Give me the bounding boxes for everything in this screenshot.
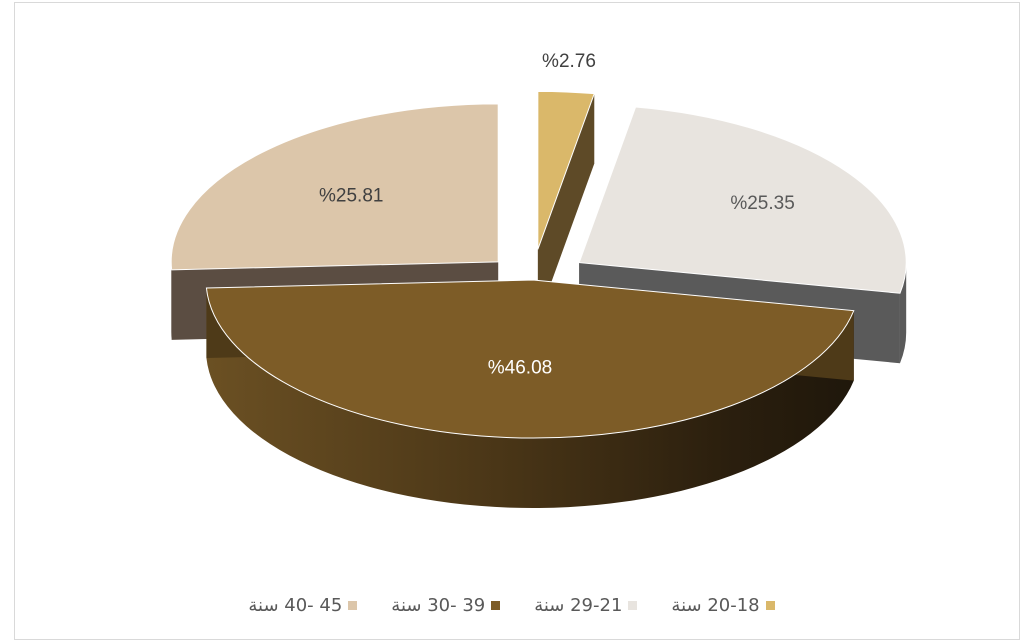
data-label-30-39: %46.08 — [488, 358, 552, 379]
legend: 20-18 سنة 29-21 سنة 39 -30 سنة 45 -40 سن… — [0, 590, 1023, 620]
legend-label-21-29: 29-21 سنة — [534, 595, 622, 616]
data-label-18-20: %2.76 — [542, 51, 596, 72]
legend-label-18-20: 20-18 سنة — [671, 595, 759, 616]
legend-swatch-18-20 — [766, 601, 775, 610]
legend-item-40-45: 45 -40 سنة — [248, 595, 357, 616]
legend-label-30-39: 39 -30 سنة — [391, 595, 485, 616]
legend-item-21-29: 29-21 سنة — [534, 595, 637, 616]
data-label-40-45: %25.81 — [319, 185, 383, 206]
legend-swatch-40-45 — [348, 601, 357, 610]
legend-item-30-39: 39 -30 سنة — [391, 595, 500, 616]
legend-swatch-30-39 — [491, 601, 500, 610]
data-label-21-29: %25.35 — [730, 193, 794, 214]
pie-slice-30-39 — [206, 280, 853, 508]
legend-item-18-20: 20-18 سنة — [671, 595, 774, 616]
legend-label-40-45: 45 -40 سنة — [248, 595, 342, 616]
legend-swatch-21-29 — [628, 601, 637, 610]
